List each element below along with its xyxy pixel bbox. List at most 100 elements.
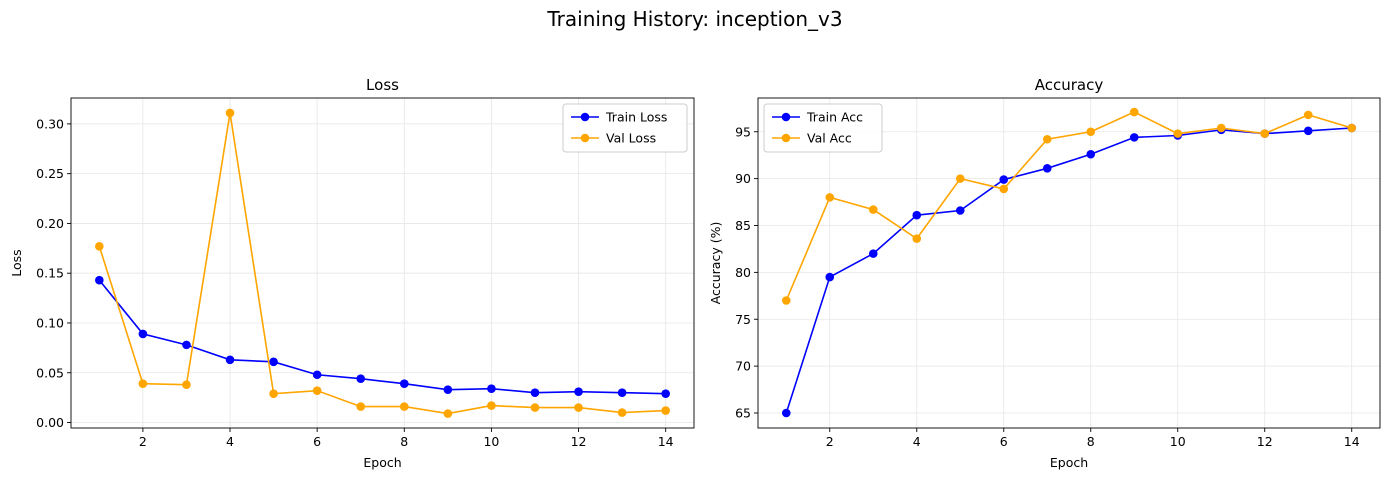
data-point bbox=[312, 386, 322, 395]
accuracy-y-axis-label: Accuracy (%) bbox=[708, 222, 723, 305]
legend-label: Train Acc bbox=[806, 110, 863, 125]
accuracy-axes-frame bbox=[757, 97, 1381, 429]
y-tick-label: 0.25 bbox=[36, 166, 64, 181]
y-tick-label: 0.05 bbox=[36, 365, 64, 380]
loss-legend: Train Loss Val Loss bbox=[562, 103, 688, 153]
data-point bbox=[1347, 123, 1357, 133]
data-point bbox=[912, 234, 922, 243]
loss-y-axis-label: Loss bbox=[9, 249, 24, 276]
loss-chart: 2 4 6 8 10 12 14 0.00 0.05 0.10 0.15 0.20 0.25 0.30 Lo… bbox=[9, 76, 695, 470]
data-point bbox=[182, 380, 191, 389]
accuracy-x-axis-label: Epoch bbox=[1050, 455, 1088, 470]
x-tick-label: 14 bbox=[658, 434, 674, 449]
data-point bbox=[443, 385, 453, 394]
y-tick-label: 70 bbox=[735, 359, 751, 374]
data-point bbox=[1129, 133, 1139, 142]
data-point bbox=[912, 210, 922, 220]
data-point bbox=[269, 389, 278, 398]
data-point bbox=[999, 175, 1009, 184]
accuracy-chart: 2 4 6 8 10 12 14 65 70 75 80 85 90 95 Accuracy Epoch Acc… bbox=[708, 76, 1381, 470]
x-tick-label: 6 bbox=[1000, 434, 1008, 449]
data-point bbox=[530, 388, 540, 397]
data-point bbox=[399, 379, 409, 389]
y-tick-label: 0.30 bbox=[36, 116, 64, 131]
data-point bbox=[868, 205, 878, 214]
x-tick-label: 10 bbox=[483, 434, 499, 449]
x-tick-label: 6 bbox=[313, 434, 321, 449]
data-point bbox=[356, 374, 366, 384]
legend-swatch-marker bbox=[580, 112, 590, 122]
y-tick-label: 0.10 bbox=[36, 315, 64, 330]
legend-frame bbox=[562, 103, 688, 153]
loss-x-axis-label: Epoch bbox=[363, 455, 401, 470]
data-point bbox=[574, 403, 583, 412]
y-tick-label: 0.20 bbox=[36, 216, 64, 231]
data-point bbox=[269, 357, 278, 367]
data-point bbox=[530, 403, 540, 412]
y-tick-label: 0.15 bbox=[36, 266, 64, 281]
data-point bbox=[1260, 129, 1270, 138]
data-point bbox=[1042, 134, 1052, 144]
data-point bbox=[955, 174, 965, 183]
y-tick-label: 80 bbox=[735, 265, 751, 280]
legend-swatch-marker bbox=[781, 133, 791, 143]
data-point bbox=[225, 108, 235, 118]
legend-label: Val Loss bbox=[606, 131, 656, 146]
y-tick-label: 65 bbox=[735, 406, 751, 421]
data-point bbox=[487, 401, 496, 410]
series-line bbox=[98, 279, 666, 395]
series-line bbox=[98, 112, 666, 415]
legend-frame bbox=[763, 103, 883, 153]
y-tick-label: 0.00 bbox=[36, 415, 64, 430]
data-point bbox=[182, 340, 191, 350]
x-tick-label: 14 bbox=[1344, 434, 1360, 449]
loss-axes-frame bbox=[70, 97, 695, 429]
data-point bbox=[1303, 110, 1313, 120]
x-tick-label: 8 bbox=[400, 434, 408, 449]
series-line bbox=[785, 111, 1352, 301]
data-point bbox=[574, 387, 583, 396]
data-point bbox=[1042, 164, 1052, 173]
x-tick-label: 4 bbox=[226, 434, 234, 449]
data-point bbox=[1303, 126, 1313, 136]
legend-label: Val Acc bbox=[807, 131, 852, 146]
data-point bbox=[868, 249, 878, 258]
data-point bbox=[443, 409, 453, 418]
data-point bbox=[1086, 127, 1096, 137]
data-point bbox=[225, 355, 235, 365]
data-point bbox=[138, 379, 148, 389]
data-point bbox=[95, 242, 104, 251]
accuracy-chart-title: Accuracy bbox=[1035, 76, 1104, 94]
data-point bbox=[781, 296, 791, 305]
y-tick-label: 95 bbox=[735, 124, 751, 139]
data-point bbox=[825, 272, 835, 282]
data-point bbox=[617, 388, 627, 397]
data-point bbox=[138, 329, 148, 339]
y-tick-label: 75 bbox=[735, 312, 751, 327]
data-point bbox=[399, 402, 409, 411]
data-point bbox=[661, 389, 670, 398]
legend-swatch-marker bbox=[781, 112, 791, 122]
x-tick-label: 2 bbox=[139, 434, 147, 449]
data-point bbox=[661, 406, 670, 415]
data-point bbox=[95, 275, 104, 285]
legend-label: Train Loss bbox=[605, 110, 667, 125]
data-point bbox=[781, 408, 791, 418]
x-tick-label: 2 bbox=[826, 434, 834, 449]
legend-swatch-marker bbox=[580, 133, 590, 143]
x-tick-label: 12 bbox=[571, 434, 587, 449]
data-point bbox=[999, 184, 1009, 194]
data-point bbox=[1086, 149, 1096, 159]
y-tick-label: 85 bbox=[735, 218, 751, 233]
series-val-acc bbox=[781, 107, 1357, 305]
x-tick-label: 8 bbox=[1087, 434, 1095, 449]
data-point bbox=[1173, 129, 1183, 138]
series-line bbox=[785, 127, 1352, 414]
data-point bbox=[487, 384, 496, 393]
loss-chart-title: Loss bbox=[366, 76, 399, 94]
figure-title: Training History: inception_v3 bbox=[546, 7, 842, 31]
y-tick-label: 90 bbox=[735, 171, 751, 186]
data-point bbox=[1216, 123, 1226, 133]
data-point bbox=[617, 408, 627, 417]
